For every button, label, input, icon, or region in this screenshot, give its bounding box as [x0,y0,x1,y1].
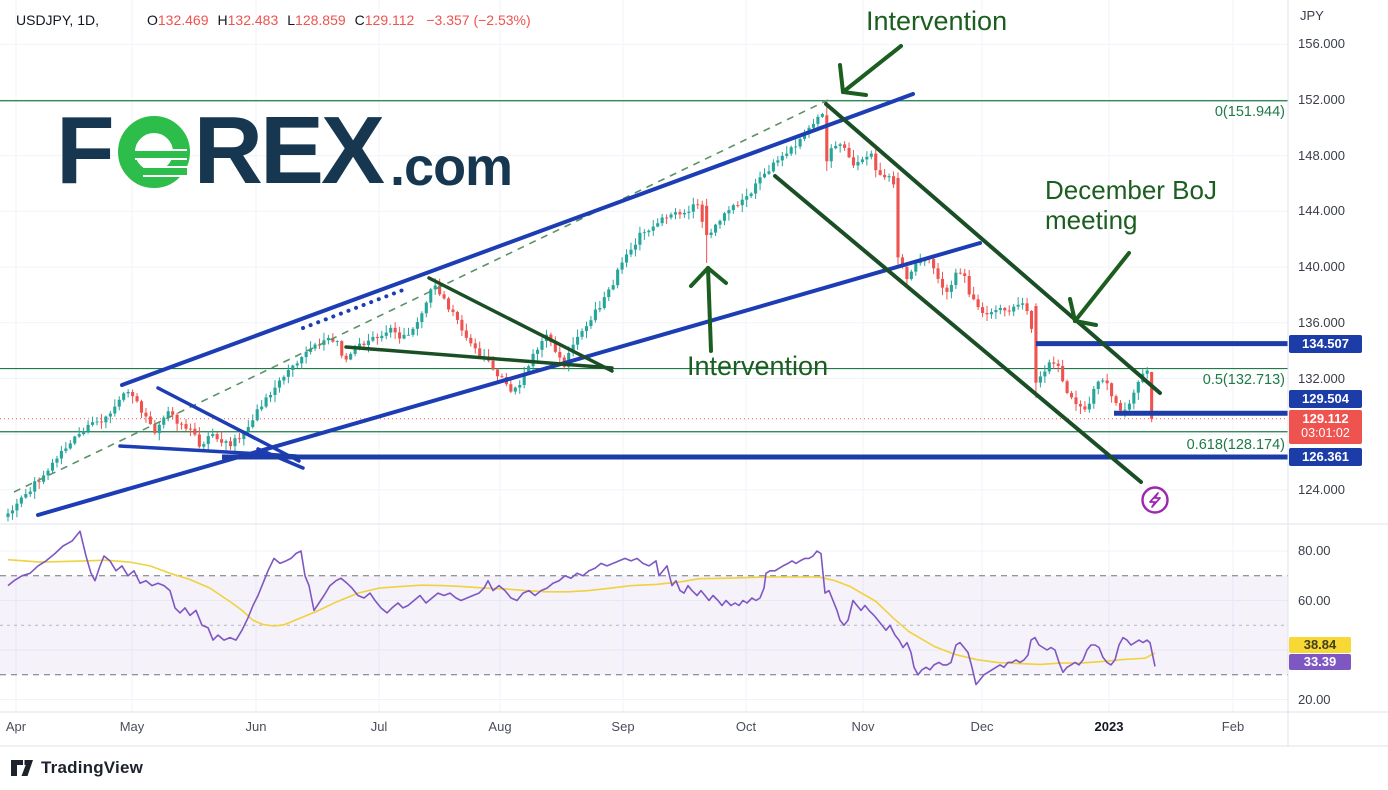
price-axis-currency: JPY [1300,8,1324,23]
annotation-arrow[interactable] [838,44,903,97]
forex-logo-rex: REX [193,97,385,204]
rsi-line [7,530,1156,686]
green-trendline[interactable] [427,276,614,373]
time-tick-jul: Jul [370,719,388,734]
tradingview-logo[interactable]: TradingView [10,758,143,778]
fib-level-label: 0(151.944) [1214,104,1285,120]
gridlines [0,0,1288,712]
time-tick-2023: 2023 [1094,719,1124,734]
time-tick-dec: Dec [970,719,994,734]
tradingview-logo-icon [11,760,33,776]
forex-logo-dotcom: .com [390,137,513,197]
indicator-tick: 80.00 [1298,543,1331,558]
lightning-icon[interactable] [1141,486,1169,514]
symbol-title[interactable]: USDJPY, 1D, [16,12,99,28]
price-tick: 156.000 [1298,36,1345,52]
blue-trendline[interactable] [120,92,915,387]
ohlc-value: 128.859 [295,12,346,28]
ohlc-label: O [147,12,158,28]
symbol-legend: USDJPY, 1D, [16,12,99,28]
rsi-value-badge: 33.39 [1289,654,1351,670]
change-value: −3.357 (−2.53%) [426,12,531,28]
forex-logo-f: F [56,97,115,204]
price-badge-value: 129.504 [1302,391,1349,406]
annotation-boj-meeting: December BoJ meeting [1045,175,1217,235]
fib-level-label: 0.618(128.174) [1186,437,1285,453]
time-tick-sep: Sep [611,719,635,734]
green-trendline[interactable] [824,102,1162,395]
price-badge: 126.361 [1289,448,1362,466]
price-badge-time: 03:01:02 [1301,426,1350,440]
price-tick: 140.000 [1298,259,1345,275]
fib-level-label: 0.5(132.713) [1202,372,1285,388]
annotation-boj-line1: December BoJ [1045,175,1217,205]
ohlc-label: L [287,12,296,28]
price-badge: 134.507 [1289,335,1362,353]
price-tick: 152.000 [1298,92,1345,107]
ohlc-value: 132.483 [227,12,279,28]
rsi-ma-line [7,558,1156,666]
ohlc-label: C [354,12,365,28]
time-tick-feb: Feb [1221,719,1245,734]
time-tick-apr: Apr [5,719,27,734]
time-tick-jun: Jun [245,719,267,734]
annotation-arrow[interactable] [689,266,728,353]
blue-trendline[interactable] [156,386,301,463]
time-tick-nov: Nov [851,719,875,734]
time-tick-aug: Aug [488,719,512,734]
ohlc-label: H [217,12,228,28]
green-trendline[interactable] [344,345,614,370]
price-badge: 129.504 [1289,390,1362,408]
indicator-tick: 20.00 [1298,691,1331,707]
price-badge: 129.112 03:01:02 [1289,410,1362,444]
forex-com-logo: F REX .com [56,97,513,204]
price-badge-value: 126.361 [1302,449,1349,464]
price-badge-value: 134.507 [1302,336,1349,351]
price-tick: 136.000 [1298,314,1345,330]
price-tick: 124.000 [1298,481,1345,497]
ohlc-value: 129.112 [364,12,415,28]
ohlc-value: 132.469 [157,12,209,28]
ohlc-values: O132.469 H132.483 L128.859 C129.112 [147,12,414,28]
time-tick-oct: Oct [735,719,757,734]
tradingview-logo-text: TradingView [41,758,144,777]
forex-logo-o-icon [117,116,190,188]
rsi-ma-badge: 38.84 [1289,637,1351,653]
price-tick: 148.000 [1298,147,1345,163]
annotation-intervention-top: Intervention [866,6,1008,36]
price-tick: 144.000 [1298,203,1345,219]
annotation-arrow[interactable] [1068,251,1131,327]
time-tick-may: May [119,719,145,734]
ohlc-legend: O132.469 H132.483 L128.859 C129.112 −3.357 (… [147,12,531,28]
blue-trendline[interactable] [301,288,405,330]
price-tick: 132.000 [1298,370,1345,386]
price-badge-value: 129.112 [1302,411,1349,426]
blue-trendline[interactable] [36,241,982,517]
annotation-boj-line2: meeting [1045,205,1138,235]
green-trendline[interactable] [773,174,1143,484]
indicator-tick: 60.00 [1298,592,1331,608]
annotation-intervention-mid: Intervention [687,351,829,381]
